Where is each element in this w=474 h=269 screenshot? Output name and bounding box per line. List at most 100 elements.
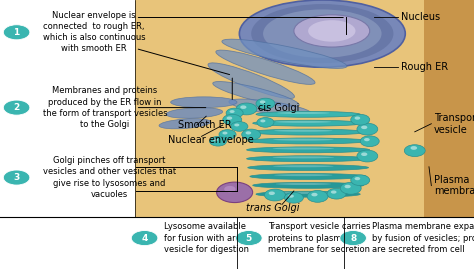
Circle shape [240,105,246,109]
Text: Nuclear envelope: Nuclear envelope [168,135,254,146]
Circle shape [236,231,262,246]
Ellipse shape [273,147,334,150]
Circle shape [246,131,251,134]
Circle shape [223,114,242,125]
Circle shape [226,108,243,118]
Circle shape [3,25,30,40]
Circle shape [269,192,275,195]
Circle shape [357,123,378,135]
Circle shape [217,182,253,203]
Ellipse shape [251,4,393,63]
Circle shape [210,136,227,146]
Ellipse shape [248,165,368,171]
Ellipse shape [208,63,294,98]
Ellipse shape [276,121,331,123]
Circle shape [361,153,367,156]
Ellipse shape [253,120,364,126]
Text: 8: 8 [350,233,356,243]
Text: Transport vesicle carries
proteins to plasma
membrane for secretion: Transport vesicle carries proteins to pl… [268,222,370,254]
Ellipse shape [239,0,405,67]
Ellipse shape [222,39,347,68]
Bar [424,0,474,217]
Ellipse shape [277,192,329,194]
Text: Plasma
membrane: Plasma membrane [434,175,474,196]
Ellipse shape [253,182,364,188]
Circle shape [257,118,274,127]
Ellipse shape [250,174,366,179]
Ellipse shape [246,156,370,162]
Circle shape [213,138,218,141]
Circle shape [260,119,265,122]
Circle shape [222,132,228,134]
Circle shape [260,100,265,104]
Text: 4: 4 [141,233,148,243]
Text: Lysosome available
for fusion with another
vesicle for digestion: Lysosome available for fusion with anoth… [164,222,260,254]
Ellipse shape [159,119,211,129]
Text: Transport
vesicle: Transport vesicle [434,113,474,134]
Circle shape [361,126,367,129]
Circle shape [288,194,294,198]
Circle shape [219,130,236,139]
Ellipse shape [256,111,360,117]
Circle shape [236,103,257,115]
Ellipse shape [250,129,366,135]
Text: Rough ER: Rough ER [401,62,447,72]
Circle shape [404,145,425,157]
Text: Smooth ER: Smooth ER [178,120,231,130]
Circle shape [284,192,303,203]
Circle shape [355,116,360,120]
Circle shape [3,100,30,115]
Ellipse shape [274,130,332,132]
Circle shape [345,185,351,188]
Circle shape [360,136,379,147]
Text: 1: 1 [13,28,20,37]
Circle shape [355,177,360,180]
Ellipse shape [274,174,332,176]
Ellipse shape [229,99,311,116]
Text: Plasma membrane expands
by fusion of vesicles; proteins
are secreted from cell: Plasma membrane expands by fusion of ves… [372,222,474,254]
Ellipse shape [273,139,334,141]
Ellipse shape [308,20,356,42]
Circle shape [234,123,239,126]
Ellipse shape [273,165,334,167]
Ellipse shape [276,183,331,185]
Circle shape [224,186,236,192]
Circle shape [351,175,370,186]
Text: cis Golgi: cis Golgi [258,102,300,113]
Circle shape [229,110,235,113]
Circle shape [327,188,346,199]
Text: Nucleus: Nucleus [401,12,440,23]
Ellipse shape [263,9,382,58]
Ellipse shape [248,138,368,144]
Circle shape [357,150,378,162]
Text: 5: 5 [246,233,252,243]
Circle shape [3,170,30,185]
Ellipse shape [256,191,360,197]
Circle shape [340,182,361,194]
Ellipse shape [294,15,370,47]
Ellipse shape [213,82,299,107]
Text: 3: 3 [13,173,20,182]
Circle shape [227,116,232,120]
Text: Nuclear envelope is
connected  to rough ER,
which is also continuous
with smooth: Nuclear envelope is connected to rough E… [43,11,146,54]
Circle shape [340,231,366,246]
Ellipse shape [277,112,329,114]
Ellipse shape [166,108,223,118]
Ellipse shape [273,156,334,158]
Bar [135,0,474,217]
Circle shape [242,129,261,140]
Circle shape [351,114,370,125]
Ellipse shape [171,97,237,108]
Circle shape [264,189,285,201]
Circle shape [311,193,318,196]
Circle shape [364,138,370,141]
Circle shape [307,190,328,202]
Circle shape [410,146,417,150]
Ellipse shape [246,147,370,153]
Text: Golgi pinches off transport
vesicles and other vesicles that
give rise to lysoso: Golgi pinches off transport vesicles and… [43,156,176,199]
Circle shape [131,231,158,246]
Circle shape [331,190,337,194]
Text: trans Golgi: trans Golgi [246,203,299,214]
Circle shape [231,122,248,131]
Circle shape [256,98,275,109]
